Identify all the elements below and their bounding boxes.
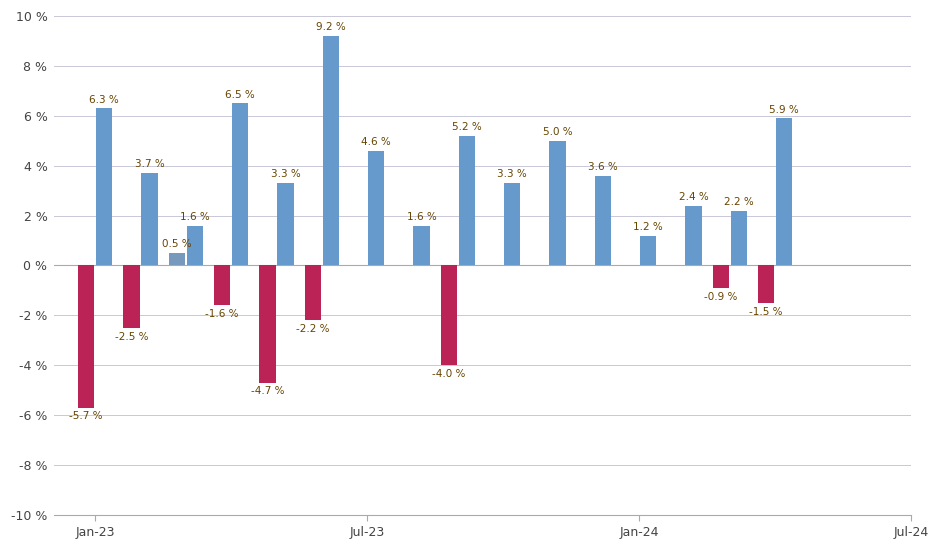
Text: -4.0 %: -4.0 % bbox=[432, 369, 465, 379]
Text: 1.6 %: 1.6 % bbox=[407, 212, 436, 222]
Text: -5.7 %: -5.7 % bbox=[70, 411, 102, 421]
Text: 3.3 %: 3.3 % bbox=[497, 169, 527, 179]
Bar bbox=[595, 175, 611, 266]
Text: 2.2 %: 2.2 % bbox=[724, 197, 754, 207]
Text: 5.9 %: 5.9 % bbox=[770, 104, 799, 114]
Text: 3.3 %: 3.3 % bbox=[271, 169, 301, 179]
Bar bbox=[441, 266, 457, 365]
Bar bbox=[459, 136, 475, 266]
Text: 5.2 %: 5.2 % bbox=[452, 122, 482, 132]
Text: 4.6 %: 4.6 % bbox=[362, 137, 391, 147]
Text: 9.2 %: 9.2 % bbox=[316, 23, 346, 32]
Text: 0.5 %: 0.5 % bbox=[162, 239, 192, 249]
Bar bbox=[214, 266, 230, 305]
Text: 6.5 %: 6.5 % bbox=[226, 90, 255, 100]
Bar bbox=[168, 253, 185, 266]
Bar bbox=[640, 235, 656, 266]
Bar bbox=[78, 266, 94, 408]
Bar bbox=[504, 183, 521, 266]
Bar bbox=[259, 266, 275, 383]
Text: 6.3 %: 6.3 % bbox=[89, 95, 119, 104]
Bar bbox=[322, 36, 339, 266]
Bar bbox=[730, 211, 747, 266]
Bar bbox=[305, 266, 321, 320]
Text: 1.2 %: 1.2 % bbox=[634, 222, 664, 232]
Bar bbox=[123, 266, 140, 328]
Text: 3.7 %: 3.7 % bbox=[134, 160, 164, 169]
Text: 5.0 %: 5.0 % bbox=[542, 127, 572, 137]
Text: -2.2 %: -2.2 % bbox=[296, 324, 330, 334]
Bar bbox=[685, 206, 702, 266]
Bar bbox=[96, 108, 113, 266]
Text: -1.5 %: -1.5 % bbox=[749, 306, 783, 317]
Text: 2.4 %: 2.4 % bbox=[679, 192, 709, 202]
Text: -2.5 %: -2.5 % bbox=[115, 332, 149, 342]
Text: -0.9 %: -0.9 % bbox=[704, 292, 738, 301]
Bar bbox=[713, 266, 729, 288]
Bar bbox=[187, 226, 203, 266]
Bar bbox=[776, 118, 792, 266]
Bar bbox=[550, 141, 566, 266]
Bar bbox=[232, 103, 248, 266]
Bar bbox=[414, 226, 430, 266]
Bar bbox=[368, 151, 384, 266]
Text: -1.6 %: -1.6 % bbox=[206, 309, 239, 319]
Text: 1.6 %: 1.6 % bbox=[180, 212, 210, 222]
Bar bbox=[277, 183, 294, 266]
Bar bbox=[758, 266, 775, 303]
Text: -4.7 %: -4.7 % bbox=[251, 386, 284, 397]
Text: 3.6 %: 3.6 % bbox=[588, 162, 618, 172]
Bar bbox=[142, 173, 158, 266]
